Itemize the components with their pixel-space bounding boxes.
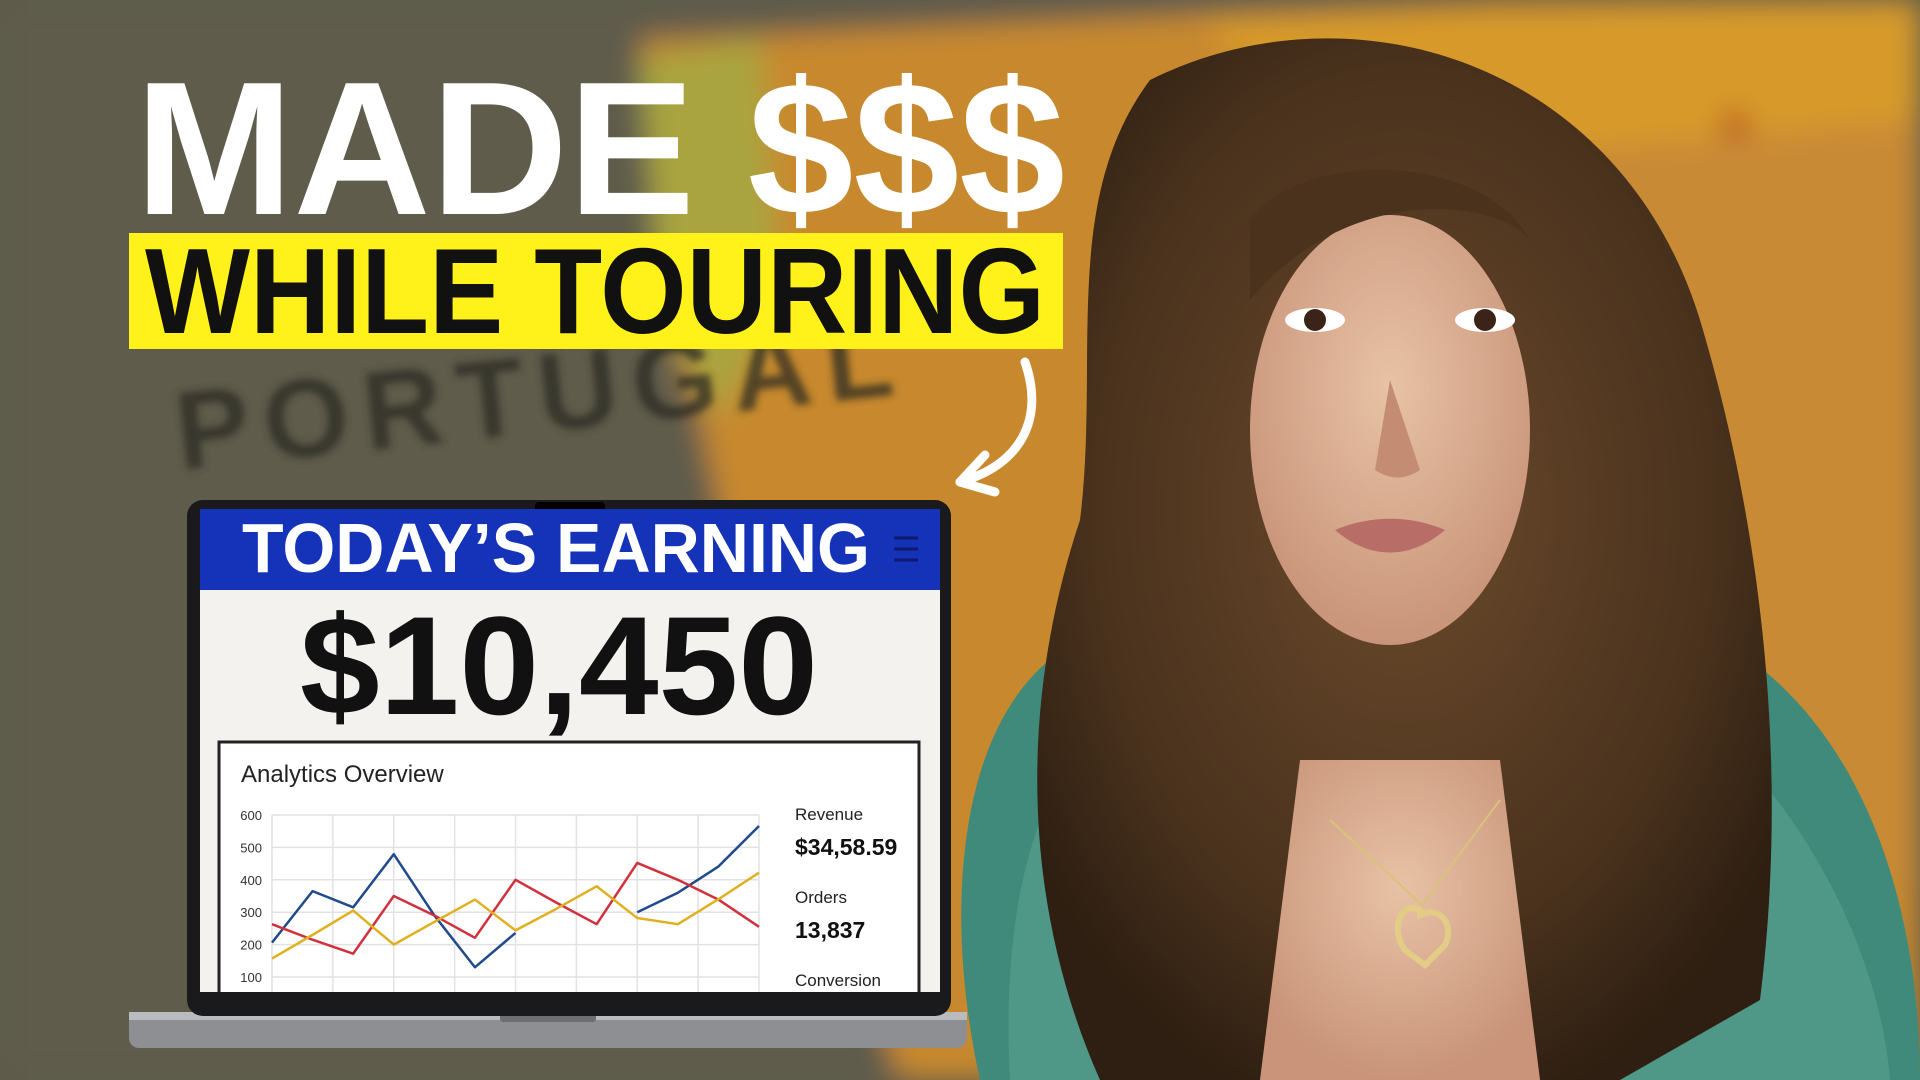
line-series bbox=[271, 825, 760, 969]
screen-bezel bbox=[200, 992, 940, 1012]
headline-highlight bbox=[129, 233, 1063, 349]
y-tick-label: 400 bbox=[240, 873, 262, 888]
stats: Revenue $34,58.59 Orders 13,837 Conversion bbox=[795, 805, 897, 990]
stat-value: 13,837 bbox=[795, 917, 865, 943]
y-tick-label: 300 bbox=[240, 905, 262, 920]
line-series bbox=[271, 861, 760, 955]
stat-label: Orders bbox=[795, 888, 847, 907]
line-series bbox=[271, 871, 760, 960]
y-tick-label: 600 bbox=[240, 808, 262, 823]
y-tick-label: 200 bbox=[240, 938, 262, 953]
chart-title: Analytics Overview bbox=[241, 761, 444, 788]
arrow bbox=[955, 357, 1037, 497]
earning-amount: $10,450 bbox=[300, 587, 818, 744]
menu-icon[interactable] bbox=[894, 536, 918, 562]
headline-line1: MADE $$$ bbox=[135, 43, 1065, 255]
screen-title: TODAY’S EARNING bbox=[242, 509, 870, 587]
chart-panel bbox=[217, 740, 921, 992]
stat-label: Revenue bbox=[795, 805, 863, 824]
chart: 600 500 400 300 200 100 bbox=[240, 808, 760, 992]
stat-value: $34,58.59 bbox=[795, 834, 897, 860]
y-tick-label: 100 bbox=[240, 970, 262, 985]
person bbox=[961, 38, 1920, 1080]
headline-line2: WHILE TOURING bbox=[145, 223, 1045, 359]
screen-header bbox=[200, 509, 940, 590]
stat-label: Conversion bbox=[795, 971, 881, 990]
y-tick-label: 500 bbox=[240, 840, 262, 855]
